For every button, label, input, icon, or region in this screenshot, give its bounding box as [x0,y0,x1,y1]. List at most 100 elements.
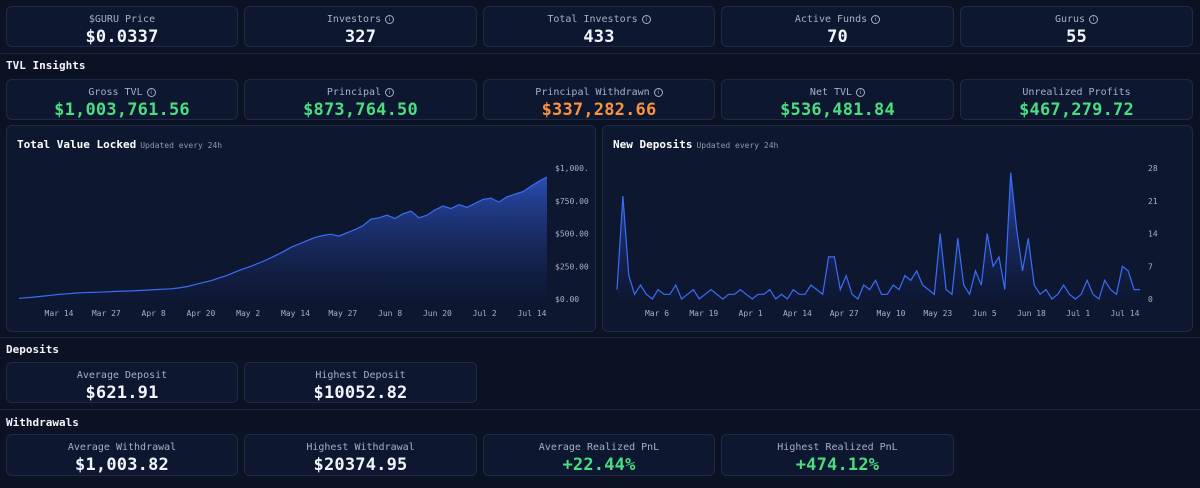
x-tick-label: Jul 14 [518,309,547,318]
stat-value: $0.0337 [85,27,159,47]
info-icon[interactable]: i [146,87,156,97]
chart-card-tvl: Total Value Locked Updated every 24h $0.0… [6,125,596,332]
stat-label: Total Investors [547,13,638,25]
x-tick-label: May 2 [236,309,260,318]
stat-card-highest-realized-pnl: Highest Realized PnL +474.12% [721,434,954,476]
chart-title: New Deposits [613,138,693,151]
divider [0,337,1200,338]
stat-label: Net TVL [809,86,853,98]
new-deposits-chart[interactable]: 0 7 14 21 28 Mar 6 Mar 19 Apr 1 Apr 14 Apr 27 May … [603,126,1194,333]
stat-card-highest-deposit: Highest Deposit $10052.82 [244,362,477,403]
stat-label: Average Realized PnL [538,441,660,453]
stat-card-principal: Principal i $873,764.50 [244,79,477,120]
stat-value: $467,279.72 [1019,100,1134,120]
stat-card-average-withdrawal: Average Withdrawal $1,003.82 [6,434,238,476]
stat-value: $20374.95 [313,455,408,475]
x-tick-label: May 10 [877,309,906,318]
stat-value: $1,003,761.56 [54,100,190,120]
chart-subtitle: Updated every 24h [696,141,779,150]
stat-card-gurus: Gurus i 55 [960,6,1193,47]
x-tick-label: Mar 19 [689,309,718,318]
y-tick-label: 0 [1148,295,1153,304]
info-icon[interactable]: i [856,87,866,97]
x-tick-label: Mar 14 [45,309,74,318]
info-icon[interactable]: i [653,87,663,97]
y-tick-label: 14 [1148,230,1158,239]
stat-card-total-investors: Total Investors i 433 [483,6,715,47]
stat-value: +474.12% [795,455,880,475]
stat-value: $873,764.50 [303,100,418,120]
x-tick-label: Apr 20 [186,309,215,318]
x-tick-label: Jul 1 [1066,309,1090,318]
stat-card-guru-price: $GURU Price $0.0337 [6,6,238,47]
stat-label: Investors [326,13,382,25]
stat-value: $1,003.82 [75,455,169,475]
y-tick-label: 7 [1148,262,1153,271]
stat-label: Highest Withdrawal [306,441,415,453]
stat-value: $621.91 [85,383,159,403]
chart-card-new-deposits: New Deposits Updated every 24h 0 7 14 21 28 Ma… [602,125,1193,332]
x-tick-label: Apr 1 [739,309,763,318]
stat-value: $337,282.66 [541,100,657,120]
section-title-tvl: TVL Insights [6,59,86,72]
stat-label: Highest Deposit [315,369,406,381]
stat-value: $536,481.84 [780,100,895,120]
x-tick-label: Apr 8 [142,309,166,318]
stat-value: +22.44% [562,455,636,475]
series-area [19,177,547,299]
x-tick-label: Apr 14 [783,309,812,318]
x-tick-label: May 23 [923,309,952,318]
stat-card-average-realized-pnl: Average Realized PnL +22.44% [483,434,715,476]
tvl-chart[interactable]: $0.00 $250.00 $500.00 $750.00 $1,000. Mar 14 M… [7,126,597,333]
stat-label: Average Withdrawal [67,441,177,453]
stat-label: Average Deposit [76,369,168,381]
y-tick-label: $500.00 [555,230,589,239]
stat-value: 55 [1066,27,1087,47]
x-tick-label: Jun 5 [973,309,997,318]
divider [0,409,1200,410]
x-tick-label: Jun 18 [1017,309,1046,318]
divider [0,53,1200,54]
stat-card-net-tvl: Net TVL i $536,481.84 [721,79,954,120]
section-title-deposits: Deposits [6,343,59,356]
stat-label: Gurus [1054,13,1086,25]
info-icon[interactable]: i [641,14,651,24]
stat-label: Highest Realized PnL [777,441,898,453]
stat-value: 327 [344,27,377,47]
x-tick-label: Jul 14 [1111,309,1140,318]
chart-title: Total Value Locked [17,138,137,151]
stat-label: Unrealized Profits [1022,86,1131,98]
stat-label: $GURU Price [88,13,156,25]
stat-card-highest-withdrawal: Highest Withdrawal $20374.95 [244,434,477,476]
x-tick-label: Mar 27 [92,309,121,318]
stat-label: Principal [326,86,382,98]
section-title-withdrawals: Withdrawals [6,416,79,429]
series-line [616,172,1140,301]
chart-subtitle: Updated every 24h [140,141,223,150]
info-icon[interactable]: i [1089,14,1099,24]
x-tick-label: Jul 2 [473,309,497,318]
series-area [617,172,1140,299]
stat-card-average-deposit: Average Deposit $621.91 [6,362,238,403]
y-tick-label: $250.00 [555,262,589,271]
x-tick-label: Jun 8 [378,309,402,318]
x-tick-label: May 14 [281,309,310,318]
x-tick-label: Apr 27 [830,309,859,318]
stat-card-principal-withdrawn: Principal Withdrawn i $337,282.66 [483,79,715,120]
x-tick-label: Mar 6 [645,309,669,318]
y-tick-label: 28 [1148,164,1158,173]
stat-value: $10052.82 [313,383,408,403]
stat-value: 70 [827,27,848,47]
y-tick-label: $750.00 [555,197,589,206]
info-icon[interactable]: i [871,14,881,24]
stat-card-active-funds: Active Funds i 70 [721,6,954,47]
series-line [18,176,548,299]
y-tick-label: 21 [1148,197,1158,206]
x-tick-label: Jun 20 [423,309,452,318]
info-icon[interactable]: i [385,87,395,97]
stat-value: 433 [583,27,615,47]
stat-label: Gross TVL [88,86,143,98]
y-tick-label: $0.00 [555,295,579,304]
info-icon[interactable]: i [385,14,395,24]
x-tick-label: May 27 [328,309,357,318]
